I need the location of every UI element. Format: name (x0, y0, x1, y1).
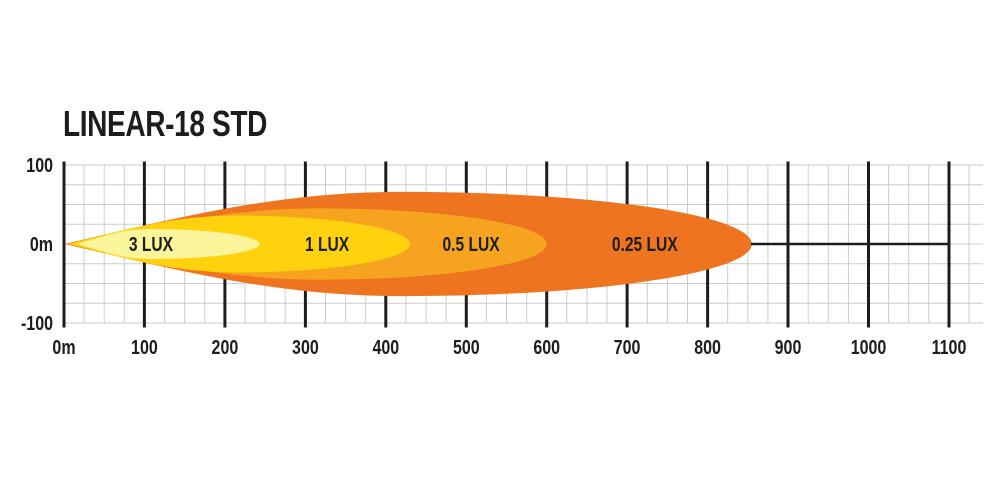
beam-zone-3-lux (77, 229, 260, 259)
zone-label-1-lux: 1 LUX (305, 233, 349, 255)
x-tick-label-800: 800 (694, 336, 721, 358)
zone-label-3-lux: 3 LUX (129, 233, 173, 255)
x-tick-label-1100: 1100 (932, 336, 967, 358)
y-tick-label-100: 100 (26, 154, 53, 176)
x-tick-label-200: 200 (212, 336, 239, 358)
x-tick-label-300: 300 (292, 336, 319, 358)
zone-label-0-25-lux: 0.25 LUX (612, 233, 678, 255)
x-tick-label-500: 500 (453, 336, 480, 358)
x-tick-label-900: 900 (775, 336, 802, 358)
x-tick-label-1000: 1000 (851, 336, 887, 358)
chart-title: LINEAR-18 STD (63, 103, 267, 144)
y-tick-label-0m: 0m (30, 233, 53, 255)
x-tick-label-0m: 0m (52, 336, 75, 358)
y-tick-label-100: -100 (21, 312, 53, 334)
x-tick-label-100: 100 (131, 336, 158, 358)
x-tick-label-600: 600 (533, 336, 560, 358)
x-tick-label-400: 400 (372, 336, 399, 358)
x-tick-label-700: 700 (614, 336, 641, 358)
zone-label-0-5-lux: 0.5 LUX (443, 233, 500, 255)
